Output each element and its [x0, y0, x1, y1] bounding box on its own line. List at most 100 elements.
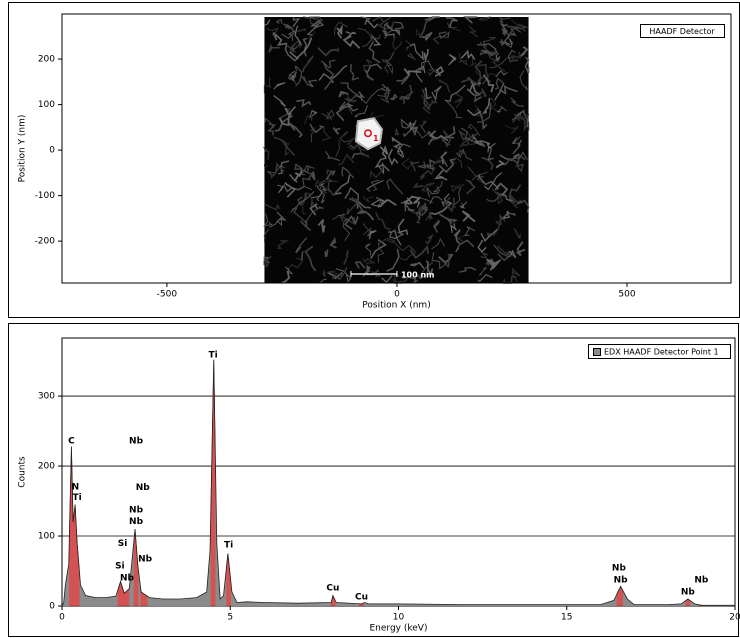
- texture-stroke: [524, 56, 530, 74]
- texture-stroke: [464, 131, 477, 146]
- texture-stroke: [295, 73, 308, 87]
- texture-stroke: [434, 170, 448, 181]
- texture-stroke: [461, 76, 481, 87]
- texture-stroke: [443, 253, 450, 269]
- peak-label: Nb: [136, 483, 151, 493]
- texture-stroke: [277, 240, 290, 249]
- texture-stroke: [480, 251, 489, 259]
- texture-stroke: [309, 16, 321, 20]
- texture-stroke: [427, 69, 437, 77]
- texture-stroke: [389, 231, 405, 239]
- texture-stroke: [287, 71, 297, 81]
- texture-stroke: [371, 35, 382, 46]
- texture-stroke: [423, 99, 438, 108]
- texture-stroke: [318, 179, 328, 194]
- peak-label: Nb: [614, 576, 629, 586]
- texture-stroke: [466, 78, 475, 96]
- texture-stroke: [384, 58, 394, 75]
- y-tick-label: 200: [38, 462, 55, 472]
- texture-stroke: [327, 270, 343, 277]
- texture-stroke: [307, 192, 314, 208]
- texture-stroke: [290, 43, 296, 52]
- texture-stroke: [264, 203, 281, 211]
- texture-stroke: [362, 264, 371, 277]
- texture-stroke: [364, 69, 374, 81]
- texture-stroke: [494, 182, 509, 196]
- peak-label: Nb: [138, 555, 153, 565]
- peak-label: Ti: [208, 350, 217, 360]
- texture-stroke: [446, 22, 461, 32]
- texture-stroke: [394, 21, 405, 31]
- texture-stroke: [404, 201, 415, 212]
- plot-frame: [61, 337, 736, 607]
- texture-stroke: [381, 83, 392, 98]
- texture-stroke: [475, 63, 496, 79]
- texture-stroke: [318, 73, 334, 84]
- texture-stroke: [370, 199, 387, 207]
- texture-stroke: [473, 90, 484, 103]
- texture-stroke: [496, 105, 507, 113]
- texture-stroke: [450, 183, 465, 193]
- texture-stroke: [294, 163, 307, 173]
- x-tick-label: 5: [227, 613, 233, 623]
- texture-stroke: [274, 115, 294, 132]
- texture-stroke: [327, 179, 340, 197]
- texture-stroke: [495, 54, 501, 63]
- texture-stroke: [472, 140, 491, 146]
- texture-stroke: [273, 94, 286, 108]
- texture-stroke: [458, 148, 473, 161]
- texture-stroke: [516, 109, 529, 128]
- texture-stroke: [266, 27, 279, 37]
- texture-stroke: [421, 182, 435, 192]
- texture-stroke: [263, 77, 272, 93]
- texture-stroke: [425, 211, 433, 221]
- texture-stroke: [316, 180, 338, 184]
- texture-stroke: [327, 271, 343, 280]
- texture-stroke: [363, 58, 373, 72]
- texture-stroke: [349, 64, 360, 81]
- texture-stroke: [397, 145, 404, 158]
- texture-stroke: [491, 188, 504, 205]
- texture-stroke: [362, 257, 377, 264]
- texture-stroke: [332, 127, 341, 135]
- texture-stroke: [332, 174, 351, 196]
- texture-stroke: [284, 266, 293, 275]
- texture-stroke: [445, 17, 458, 28]
- texture-stroke: [488, 97, 501, 114]
- texture-stroke: [420, 95, 431, 115]
- texture-stroke: [411, 119, 417, 136]
- texture-stroke: [427, 16, 440, 22]
- x-tick-label: 0: [59, 613, 65, 623]
- texture-stroke: [433, 180, 443, 193]
- texture-stroke: [306, 79, 318, 88]
- texture-stroke: [438, 213, 453, 225]
- texture-stroke: [289, 257, 304, 269]
- texture-stroke: [428, 130, 449, 142]
- texture-stroke: [289, 173, 298, 183]
- texture-stroke: [443, 196, 455, 213]
- texture-stroke: [467, 166, 488, 177]
- peak-label: Cu: [355, 592, 368, 602]
- texture-stroke: [495, 159, 506, 169]
- texture-stroke: [314, 179, 330, 192]
- texture-stroke: [381, 58, 390, 74]
- texture-stroke: [288, 70, 296, 82]
- texture-stroke: [290, 191, 315, 213]
- texture-stroke: [403, 122, 415, 137]
- texture-stroke: [482, 74, 495, 93]
- texture-stroke: [415, 208, 429, 220]
- texture-stroke: [507, 25, 520, 29]
- texture-stroke: [454, 92, 464, 108]
- texture-stroke: [294, 25, 303, 46]
- texture-stroke: [468, 25, 478, 38]
- peak-label: Si: [115, 562, 125, 572]
- y-tick-label: 100: [38, 100, 55, 110]
- texture-stroke: [377, 237, 396, 246]
- texture-stroke: [414, 65, 426, 83]
- texture-stroke: [400, 118, 411, 129]
- texture-stroke: [438, 31, 450, 40]
- texture-stroke: [499, 39, 508, 47]
- texture-stroke: [459, 266, 477, 273]
- texture-stroke: [450, 223, 457, 233]
- texture-stroke: [305, 166, 313, 181]
